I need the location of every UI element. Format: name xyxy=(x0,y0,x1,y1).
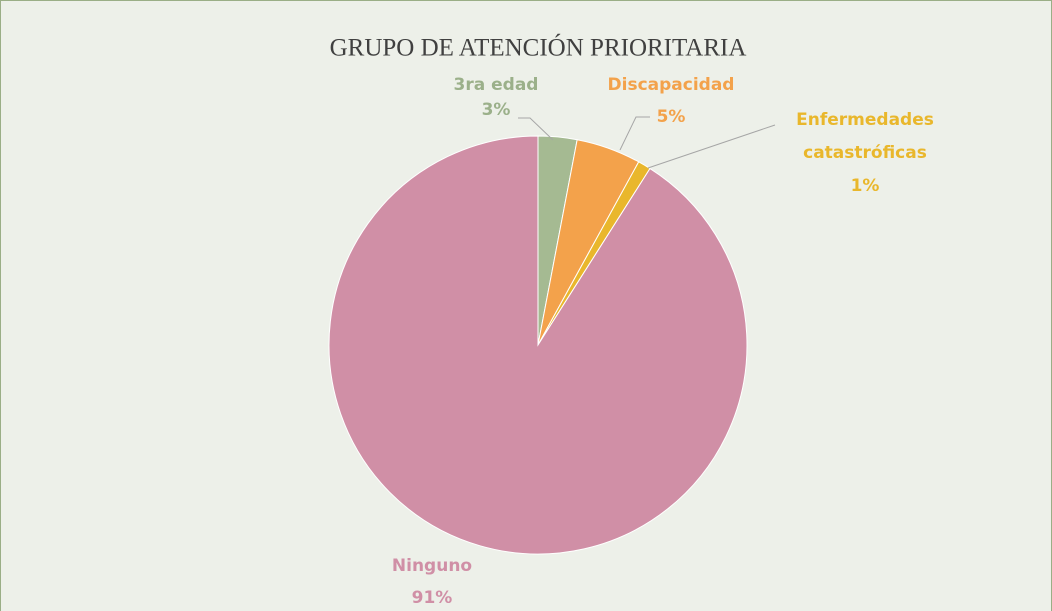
category-label: Discapacidad xyxy=(608,75,735,95)
category-label: Ninguno xyxy=(392,556,472,576)
value-label: 5% xyxy=(657,107,686,127)
leader-line xyxy=(647,124,776,169)
leader-line xyxy=(619,116,650,151)
value-label: 91% xyxy=(412,588,453,608)
category-label-line: catastróficas xyxy=(803,143,927,163)
value-label: 3% xyxy=(482,100,511,120)
category-label: 3ra edad xyxy=(454,75,539,95)
category-label: Enfermedades catastróficas xyxy=(796,110,934,163)
chart-title: GRUPO DE ATENCIÓN PRIORITARIA xyxy=(330,34,747,62)
leader-line xyxy=(518,117,554,141)
pie-slice xyxy=(328,135,748,555)
category-label-line: Enfermedades xyxy=(796,110,934,130)
value-label: 1% xyxy=(851,176,880,196)
